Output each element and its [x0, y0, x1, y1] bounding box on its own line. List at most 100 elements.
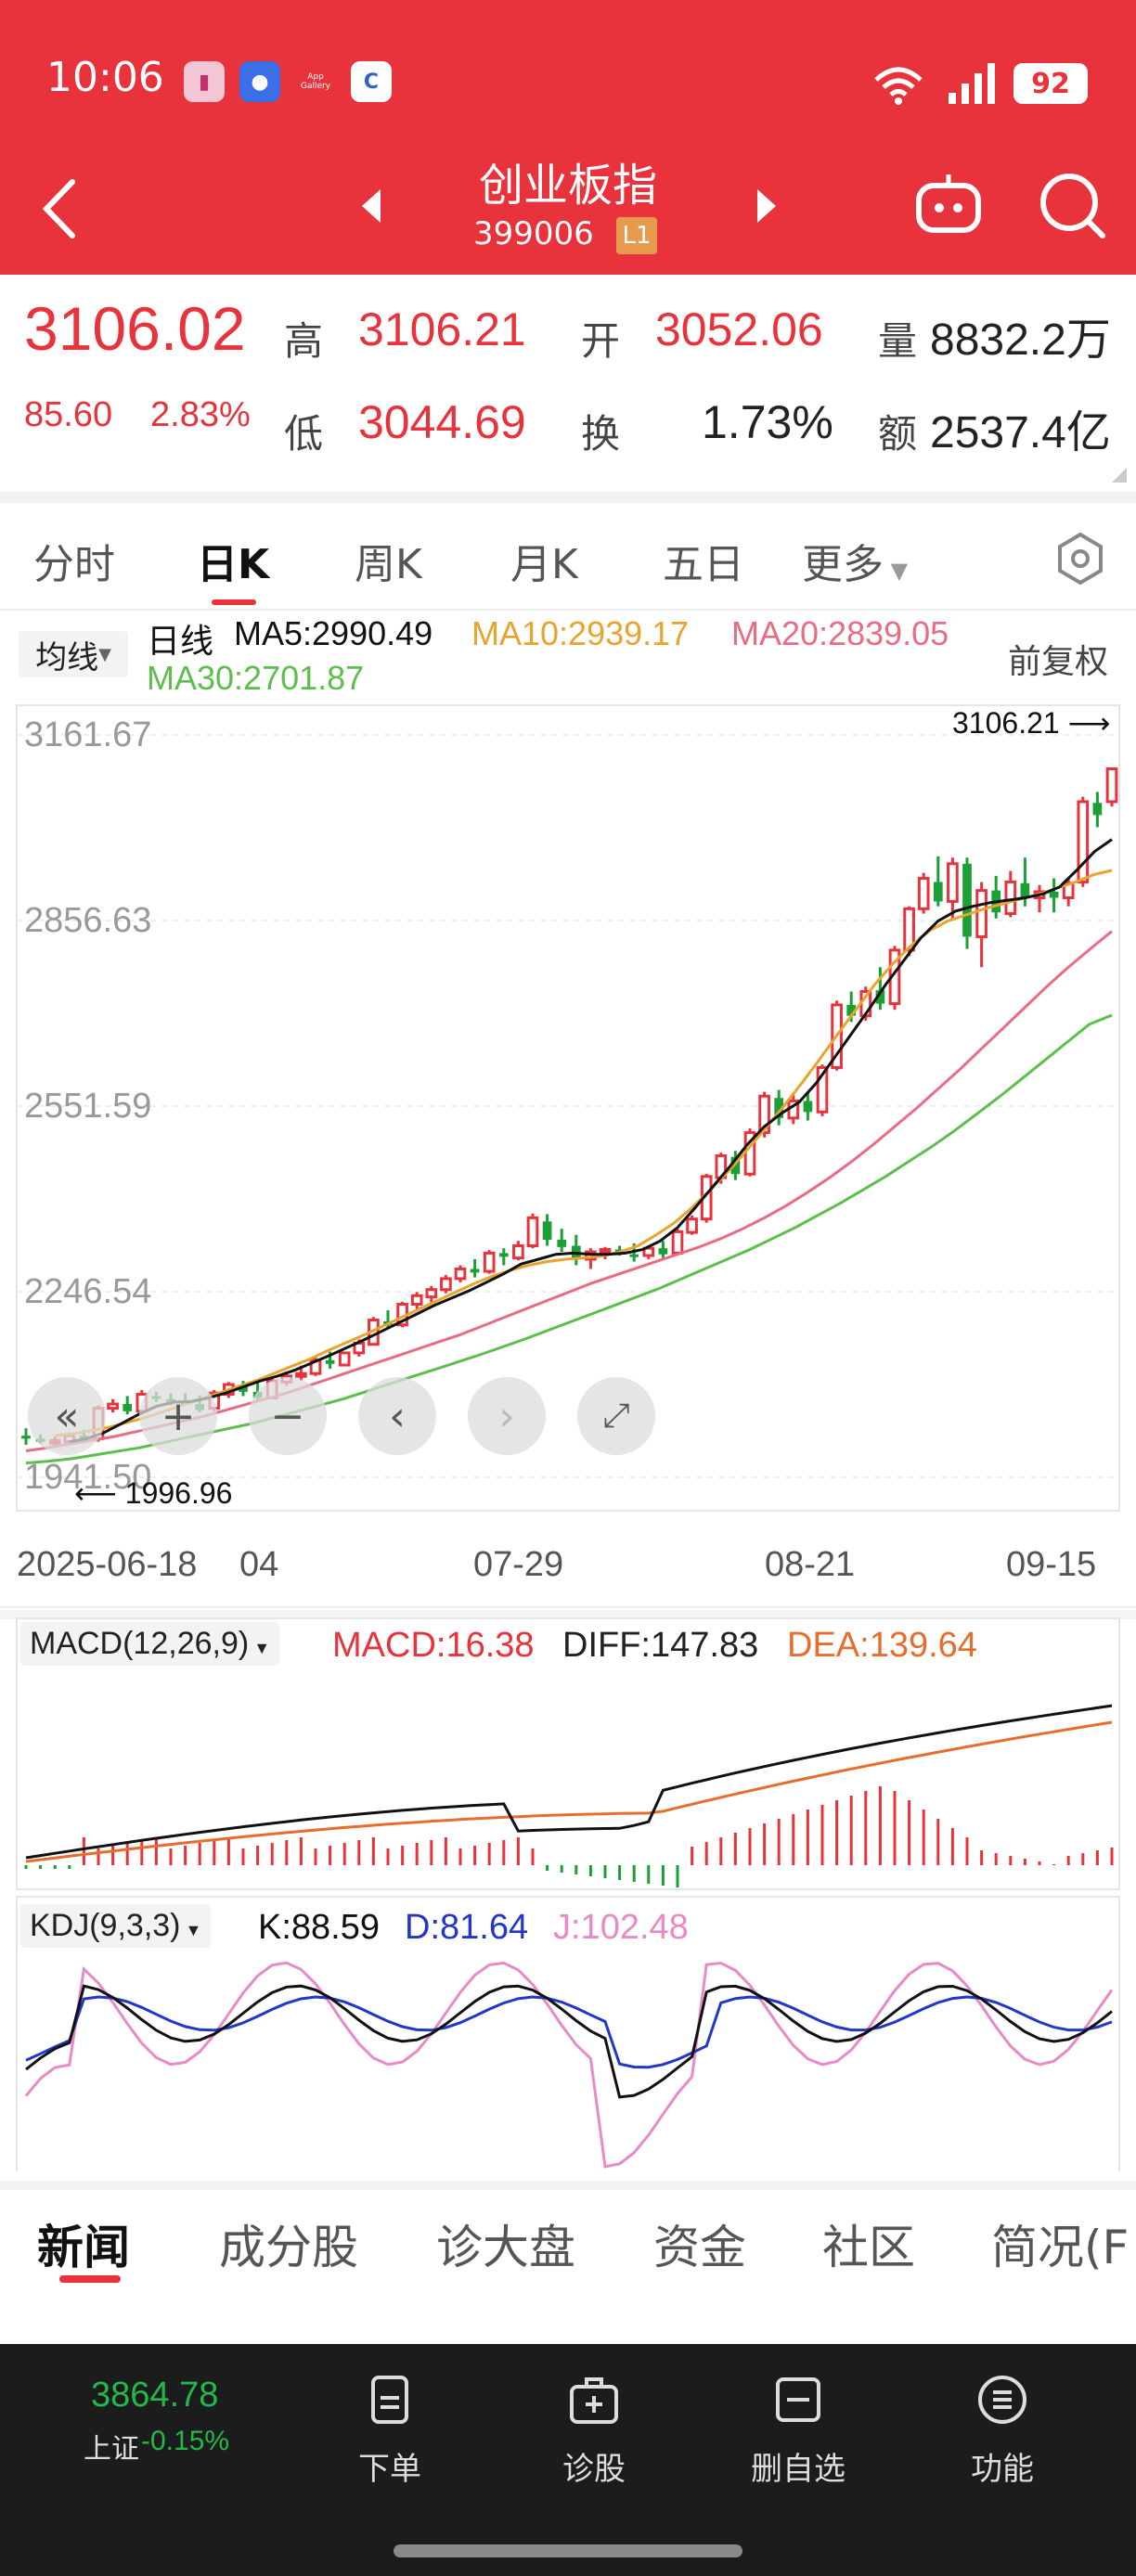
- low-label: 低: [284, 411, 324, 457]
- scroll-right-icon[interactable]: ›: [468, 1377, 546, 1455]
- signal-icon: [949, 63, 995, 104]
- chevron-down-icon: ▼: [249, 1639, 271, 1657]
- app-gallery-icon: App Gallery: [295, 61, 336, 102]
- battery-indicator: 92: [1013, 63, 1088, 104]
- candle-body: [1020, 882, 1030, 898]
- y-tick-label: 3161.67: [24, 715, 151, 754]
- ma5-line: [69, 838, 1113, 1444]
- amount-label: 额: [878, 411, 918, 457]
- tab-five-day[interactable]: 五日: [663, 541, 744, 588]
- wifi-icon: [874, 67, 923, 105]
- expand-corner-icon[interactable]: [1110, 466, 1129, 484]
- kdj-selector[interactable]: KDJ(9,3,3) ▼: [20, 1904, 212, 1948]
- section-divider: [0, 492, 1136, 503]
- chevron-down-icon: ▼: [98, 644, 111, 664]
- tab-weekly-k[interactable]: 周K: [355, 541, 422, 588]
- news-tab-components[interactable]: 成分股: [219, 2221, 358, 2274]
- ma-selector-button[interactable]: 均线 ▼: [19, 631, 128, 677]
- remove-watchlist-label: 删自选: [751, 2451, 846, 2488]
- turnover-value: 1.73%: [702, 396, 833, 448]
- adjust-mode[interactable]: 前复权: [1008, 642, 1109, 680]
- tab-more[interactable]: 更多 ▼: [802, 531, 908, 590]
- news-divider: [0, 2181, 1136, 2190]
- candle-body: [933, 882, 943, 902]
- candle-body: [454, 1267, 467, 1281]
- scroll-left-double-icon[interactable]: «: [28, 1377, 106, 1455]
- menu-circle-icon: [978, 2376, 1026, 2424]
- high-label: 高: [284, 318, 324, 364]
- candle-body: [410, 1294, 423, 1306]
- candle-body: [846, 1004, 857, 1016]
- macd-diff: DIFF:147.83: [562, 1626, 759, 1665]
- candle-body: [962, 863, 972, 937]
- candle-body: [1077, 800, 1090, 883]
- y-tick-label: 1941.50: [24, 1458, 151, 1497]
- candle-body: [686, 1217, 698, 1234]
- kline-chart[interactable]: 3161.67 2856.63 2551.59 2246.54 1941.50 3106.…: [0, 0, 1136, 2171]
- candle-body: [917, 877, 930, 910]
- candle-body: [629, 1254, 639, 1257]
- functions-label: 功能: [971, 2451, 1034, 2488]
- search-icon[interactable]: [1038, 171, 1108, 241]
- candle-body: [557, 1239, 567, 1247]
- news-tab-underline: [59, 2275, 121, 2283]
- macd-selector[interactable]: MACD(12,26,9) ▼: [20, 1622, 280, 1666]
- macd-value: MACD:16.38: [332, 1626, 535, 1665]
- tab-divider: [0, 609, 1136, 611]
- news-tab-news[interactable]: 新闻: [37, 2221, 130, 2274]
- fullscreen-icon[interactable]: ⤢: [577, 1377, 655, 1455]
- bottom-bar: [0, 2344, 1136, 2576]
- news-tab-diagnosis[interactable]: 诊大盘: [436, 2221, 575, 2274]
- sh-index-name: 上证: [84, 2433, 139, 2466]
- x-tick-label: 08-21: [765, 1545, 855, 1584]
- prev-index-icon[interactable]: [358, 187, 384, 225]
- remove-watchlist-button[interactable]: 删自选: [724, 2372, 872, 2489]
- tab-daily-k[interactable]: 日K: [197, 541, 270, 588]
- order-button[interactable]: 下单: [316, 2372, 464, 2489]
- active-tab-underline: [212, 599, 256, 605]
- home-indicator[interactable]: [394, 2544, 742, 2557]
- news-tab-funds[interactable]: 资金: [653, 2221, 746, 2274]
- open-label: 开: [581, 318, 621, 364]
- candle-body: [338, 1351, 351, 1367]
- candle-body: [483, 1251, 496, 1273]
- tab-more-label: 更多: [802, 541, 884, 588]
- index-title: 创业板指: [478, 160, 657, 212]
- turnover-label: 换: [581, 411, 621, 457]
- kdj-selector-label: KDJ(9,3,3): [30, 1908, 181, 1943]
- tab-fenshi[interactable]: 分时: [33, 541, 115, 588]
- candle-body: [599, 1247, 612, 1254]
- minus-box-icon: [776, 2377, 820, 2422]
- news-tab-profile[interactable]: 简况(F: [991, 2221, 1130, 2274]
- last-price: 3106.02: [24, 294, 246, 363]
- back-icon[interactable]: [37, 176, 84, 241]
- candle-body: [542, 1221, 552, 1240]
- robot-icon[interactable]: [913, 173, 984, 238]
- sh-index-change: -0.15%: [141, 2426, 230, 2456]
- candle-body: [470, 1269, 480, 1273]
- kdj-d-line: [25, 1995, 1113, 2069]
- diagnose-label: 诊股: [562, 2451, 626, 2488]
- candle-body: [21, 1436, 31, 1439]
- tab-monthly-k[interactable]: 月K: [510, 541, 578, 588]
- news-tab-community[interactable]: 社区: [822, 2221, 915, 2274]
- candle-body: [1092, 803, 1103, 816]
- sh-index-value[interactable]: 3864.78: [91, 2376, 219, 2415]
- settings-hex-icon[interactable]: [1052, 531, 1108, 586]
- candle-body: [758, 1094, 770, 1135]
- header: 10:06 ▮ ● App Gallery C 92 创业板指 399006 L1: [0, 0, 1136, 275]
- zoom-in-icon[interactable]: +: [139, 1377, 217, 1455]
- macd-frame: [16, 1617, 1120, 1890]
- high-value: 3106.21: [358, 303, 526, 355]
- candle-body: [658, 1248, 668, 1255]
- functions-button[interactable]: 功能: [928, 2372, 1077, 2489]
- candle-body: [975, 889, 988, 938]
- y-tick-label: 2551.59: [24, 1087, 151, 1126]
- diagnose-button[interactable]: 诊股: [520, 2372, 668, 2489]
- zoom-out-icon[interactable]: −: [249, 1377, 327, 1455]
- ma-selector-label: 均线: [35, 638, 99, 676]
- min-price-label: ⟵ 1996.96: [74, 1476, 232, 1510]
- next-index-icon[interactable]: [754, 187, 780, 225]
- y-tick-label: 2856.63: [24, 901, 151, 940]
- scroll-left-icon[interactable]: ‹: [358, 1377, 436, 1455]
